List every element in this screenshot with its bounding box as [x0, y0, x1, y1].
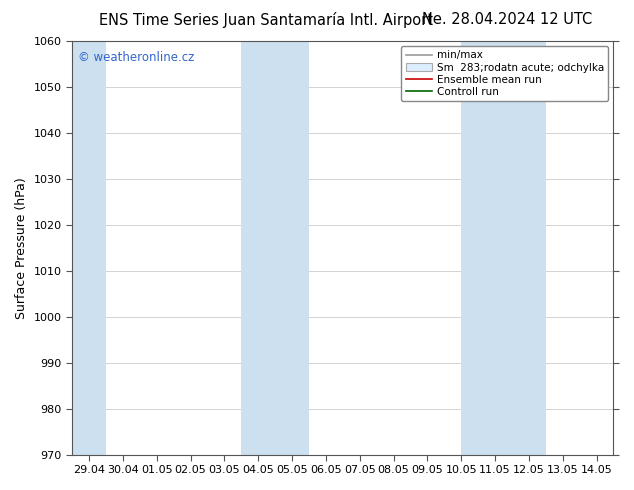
Y-axis label: Surface Pressure (hPa): Surface Pressure (hPa) — [15, 177, 28, 318]
Legend: min/max, Sm  283;rodatn acute; odchylka, Ensemble mean run, Controll run: min/max, Sm 283;rodatn acute; odchylka, … — [401, 46, 608, 101]
Bar — [242, 41, 309, 455]
Text: ENS Time Series Juan Santamaría Intl. Airport: ENS Time Series Juan Santamaría Intl. Ai… — [100, 12, 433, 28]
Bar — [461, 41, 546, 455]
Bar — [72, 41, 106, 455]
Text: Ne. 28.04.2024 12 UTC: Ne. 28.04.2024 12 UTC — [422, 12, 592, 27]
Text: © weatheronline.cz: © weatheronline.cz — [77, 51, 194, 64]
